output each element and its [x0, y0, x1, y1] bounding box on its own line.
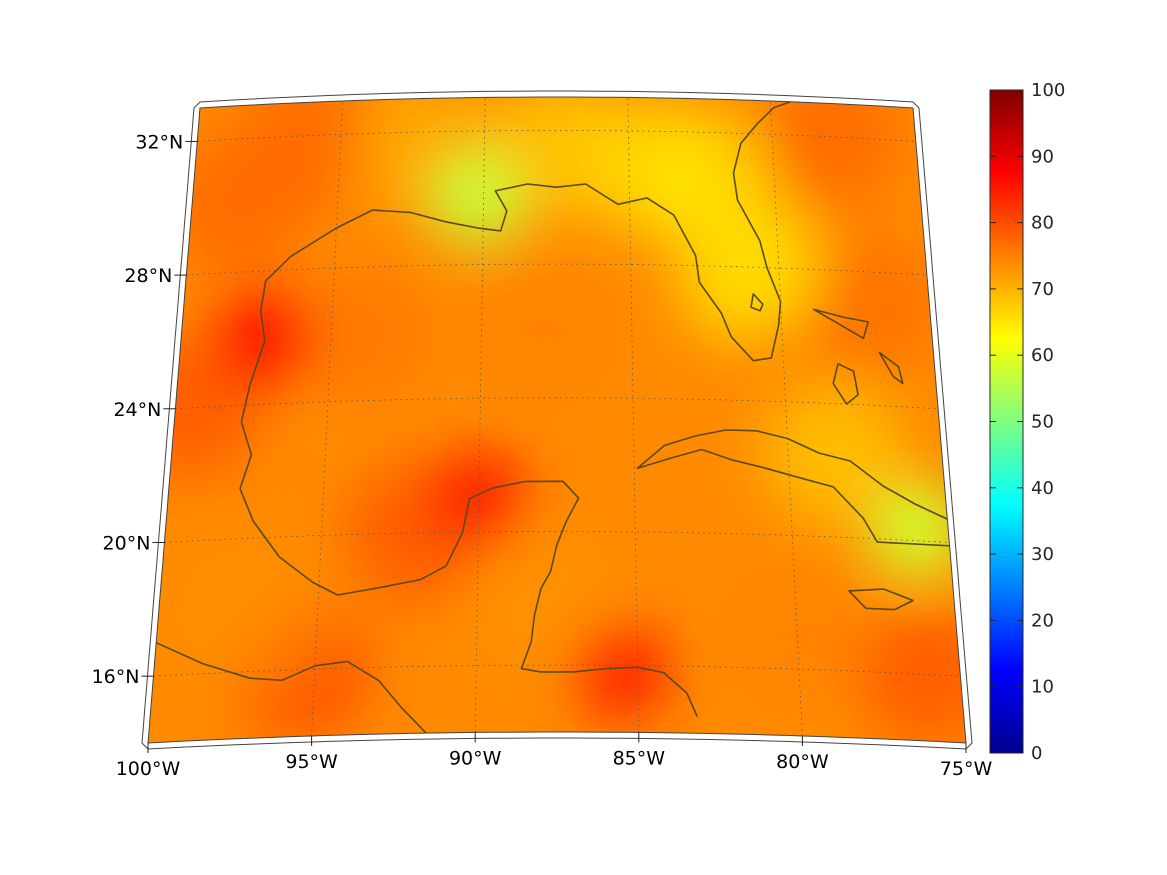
coastline-bahamas-eleuthera — [878, 351, 904, 385]
field-feature — [573, 624, 670, 721]
longitude-labels: 100°W 95°W 90°W 85°W 80°W 75°W — [116, 732, 993, 780]
field-patch — [471, 260, 612, 401]
field-patch — [291, 263, 432, 404]
field-patch — [764, 383, 905, 524]
colorbar-label: 30 — [1031, 544, 1054, 565]
lat-label: 28°N — [124, 265, 172, 287]
colorbar-ticks: 0 10 20 30 40 50 60 70 80 90 100 — [990, 80, 1065, 764]
colorbar-label: 0 — [1031, 743, 1042, 764]
lon-label: 80°W — [776, 751, 829, 773]
graticule-meridian — [474, 97, 486, 733]
colorbar-label: 60 — [1031, 345, 1054, 366]
lon-label: 95°W — [285, 751, 338, 773]
coastline-lake-okeechobee — [750, 293, 764, 312]
field-feature — [429, 149, 526, 246]
coastline-pacific-coast — [155, 641, 427, 734]
lon-label: 85°W — [613, 747, 666, 769]
colorbar-label: 10 — [1031, 677, 1054, 698]
field-patch — [470, 528, 611, 669]
graticule-meridian — [627, 97, 640, 733]
lat-label: 32°N — [135, 131, 183, 153]
colorbar-label: 40 — [1031, 478, 1054, 499]
field-patch — [608, 312, 749, 453]
graticule-parallel — [175, 397, 939, 410]
coastline-bahamas-andros — [832, 363, 859, 405]
field-feature — [869, 482, 966, 579]
coastlines — [155, 100, 966, 734]
lon-label: 90°W — [449, 747, 502, 769]
lat-label: 16°N — [92, 666, 140, 688]
colorbar-label: 70 — [1031, 279, 1054, 300]
lat-label: 20°N — [103, 532, 151, 554]
colorbar-label: 20 — [1031, 610, 1054, 631]
colorbar-label: 100 — [1031, 80, 1065, 101]
field-patch — [183, 551, 324, 692]
colorbar: 0 10 20 30 40 50 60 70 80 90 100 — [989, 80, 1065, 764]
coastline-bahamas-abaco — [812, 308, 869, 340]
lon-label: 75°W — [940, 758, 993, 780]
colorbar-label: 80 — [1031, 213, 1054, 234]
field-feature — [679, 185, 776, 282]
field-feature — [430, 450, 527, 547]
field-patch — [800, 235, 941, 376]
coastline-gulf-coast — [239, 100, 791, 489]
graticule-meridian — [311, 100, 343, 737]
coastline-jamaica — [848, 588, 914, 611]
colorbar-label: 90 — [1031, 146, 1054, 167]
lat-label: 24°N — [113, 399, 161, 421]
graticule-parallel — [186, 263, 927, 276]
coastline-cuba — [636, 429, 966, 548]
latitude-labels: 32°N 28°N 24°N 20°N 16°N — [92, 131, 198, 688]
field-patch — [858, 604, 966, 743]
coastline-mexico-yucatan — [239, 480, 698, 717]
colorbar-label: 50 — [1031, 412, 1054, 433]
lon-label: 100°W — [116, 758, 181, 780]
graticule — [153, 97, 961, 737]
